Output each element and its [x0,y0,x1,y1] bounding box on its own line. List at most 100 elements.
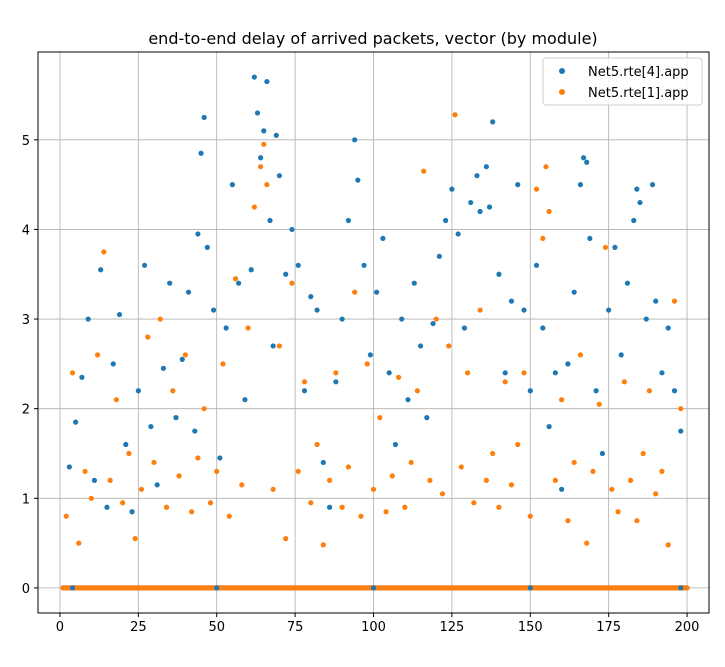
data-point [69,585,76,591]
data-point [126,450,132,457]
data-point [261,128,267,134]
data-point [452,112,458,118]
y-tick-label: 3 [22,313,30,328]
data-point [612,244,618,250]
data-point [571,289,577,295]
data-point [374,289,380,295]
x-tick-label: 150 [518,620,543,635]
data-point [471,500,477,506]
data-point [289,280,295,286]
data-point [508,482,515,488]
data-point [540,235,546,242]
data-point [436,253,442,259]
data-point [411,280,417,286]
data-point [163,504,170,510]
data-point [671,388,678,394]
data-point [455,231,461,237]
data-point [201,406,207,412]
data-points [60,74,690,591]
data-point [521,370,527,376]
x-tick-label: 0 [56,620,64,635]
data-point [483,164,489,170]
data-point [596,401,602,407]
data-point [408,459,414,466]
data-point [634,186,640,192]
data-point [251,74,257,80]
data-point [273,132,279,138]
data-point [295,262,301,268]
data-point [508,298,515,304]
x-tick-label: 100 [361,620,386,635]
data-point [665,325,671,331]
series-1 [60,112,690,591]
data-point [314,441,320,448]
data-point [276,173,283,179]
data-point [267,217,273,224]
data-point [584,540,590,546]
data-point [543,164,549,170]
data-point [533,186,540,192]
data-point [449,585,455,591]
data-point [76,540,82,546]
data-point [361,262,367,268]
data-point [185,289,192,295]
data-point [678,406,684,412]
data-point [292,585,298,591]
data-point [98,267,104,273]
data-point [301,388,308,394]
data-point [502,370,508,376]
grid-lines [38,52,709,613]
data-point [258,155,264,161]
data-point [248,267,254,273]
data-point [301,379,308,385]
data-point [69,370,76,376]
data-point [232,276,239,282]
data-point [546,423,552,430]
data-point [229,182,236,188]
data-point [333,370,339,376]
data-point [446,343,452,349]
data-point [571,459,577,466]
data-point [646,388,653,394]
data-point [515,441,521,448]
data-point [160,365,167,371]
data-point [242,397,248,403]
data-point [671,298,678,304]
data-point [565,518,571,524]
data-point [405,397,411,403]
data-point [142,262,148,268]
data-point [226,513,232,519]
data-point [653,298,659,304]
data-point [496,504,502,510]
data-point [628,477,634,483]
data-point [370,486,377,492]
data-point [148,423,154,430]
data-point [443,217,449,224]
data-point [88,495,94,501]
data-point [649,182,656,188]
data-point [94,352,101,358]
data-point [577,182,584,188]
x-tick-label: 175 [596,620,621,635]
data-point [540,325,546,331]
data-point [327,477,333,483]
data-point [157,316,163,322]
data-point [527,388,533,394]
data-point [599,450,605,457]
data-point [659,468,665,475]
data-point [577,352,584,358]
data-point [490,119,496,125]
data-point [189,509,195,515]
data-point [179,356,185,362]
data-point [345,217,352,224]
data-point [132,536,138,542]
data-point [120,500,126,506]
x-tick-label: 125 [439,620,464,635]
data-point [82,468,88,475]
data-point [678,585,684,591]
data-point [559,486,565,492]
data-point [66,464,72,470]
data-point [85,316,91,322]
data-point [145,334,151,340]
data-point [640,450,646,457]
